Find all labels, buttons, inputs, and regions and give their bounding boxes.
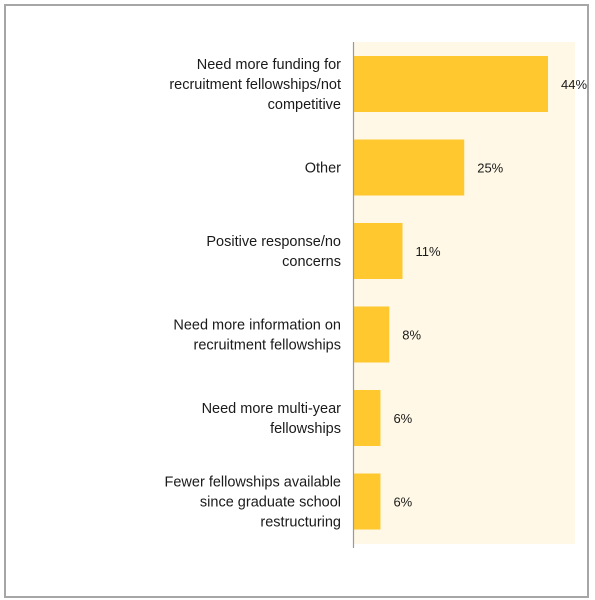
bar-6 [354,473,381,530]
category-label-6: Fewer fellowships available since graduat… [165,475,342,531]
bar-3 [354,223,403,279]
chart-frame: 44% Need more funding for recruitment fell… [4,4,589,598]
category-label-line: Need more multi-year [202,401,342,417]
bar-chart: 44% Need more funding for recruitment fell… [165,42,588,548]
bar-4 [354,306,390,363]
category-label-line: Need more information on [173,318,341,334]
category-label-line: concerns [282,254,341,270]
bar-5 [354,390,381,446]
category-label-line: fellowships [270,421,341,437]
value-label-3: 11% [416,244,441,259]
category-label-line: restructuring [260,515,341,531]
plot-background [353,42,575,544]
category-label-line: since graduate school [200,495,341,511]
bar-1 [354,56,548,112]
category-label-line: recruitment fellowships/not [169,77,341,93]
category-label-line: Positive response/no [206,234,341,250]
category-label-3: Positive response/no concerns [206,234,341,270]
value-label-6: 6% [393,495,412,510]
value-label-4: 8% [402,328,421,343]
value-label-1: 44% [561,77,587,92]
category-label-4: Need more information on recruitment fell… [173,318,341,354]
category-label-line: Other [305,161,341,177]
category-label-line: Need more funding for [197,57,341,73]
category-label-5: Need more multi-year fellowships [202,401,342,437]
category-label-line: recruitment fellowships [194,338,341,354]
category-label-2: Other [305,161,341,177]
labels-group: 44% Need more funding for recruitment fell… [165,57,588,531]
value-label-2: 25% [477,161,503,176]
bars-group [354,56,548,530]
category-label-line: competitive [268,97,341,113]
bar-2 [354,139,465,196]
category-label-line: Fewer fellowships available [165,475,342,491]
value-label-5: 6% [393,411,412,426]
category-label-1: Need more funding for recruitment fellows… [169,57,341,113]
